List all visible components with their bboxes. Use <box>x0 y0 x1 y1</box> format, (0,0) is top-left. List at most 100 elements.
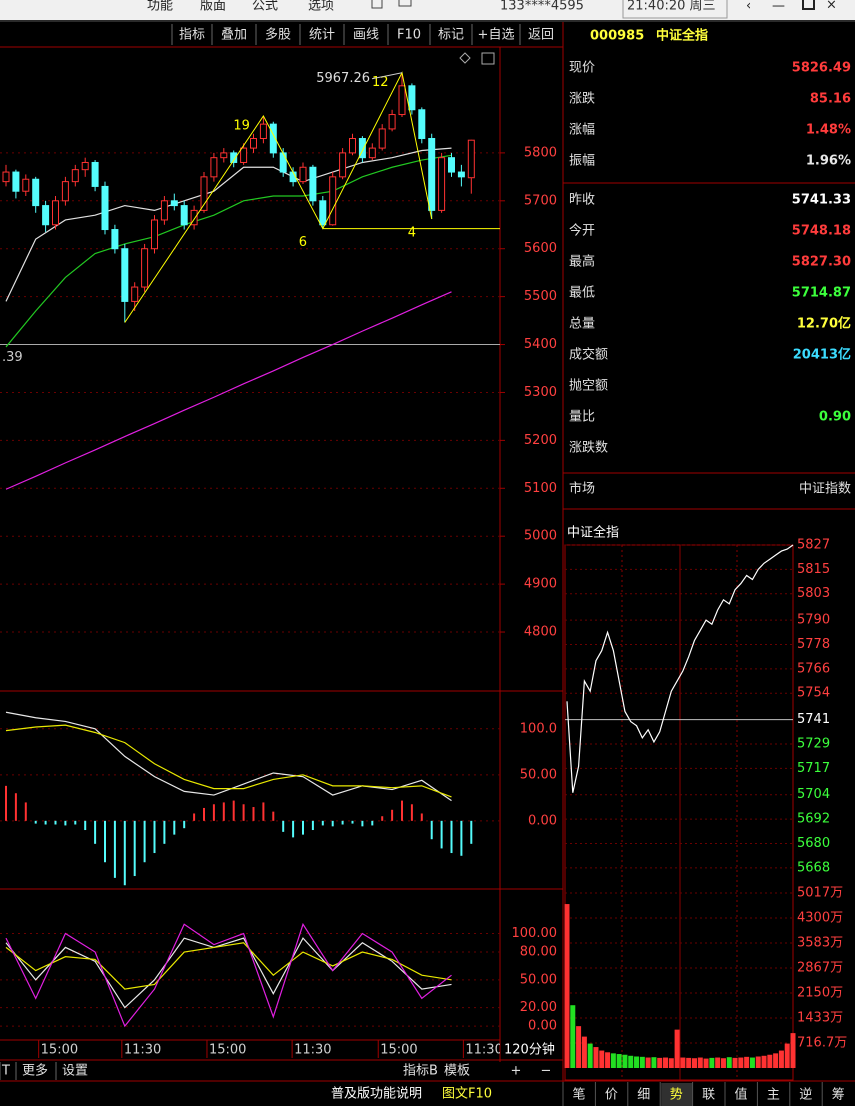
zoom-button[interactable]: + <box>511 1064 522 1079</box>
footer-button[interactable]: 设置 <box>62 1064 88 1079</box>
candle-body <box>121 248 129 302</box>
volume-bar <box>790 1033 796 1068</box>
candle-body <box>210 157 218 178</box>
toolbar-button[interactable]: 画线 <box>353 28 379 43</box>
y-tick-label: 5200 <box>524 433 557 448</box>
tab[interactable]: 联 <box>702 1088 715 1103</box>
volume-bar <box>599 1050 605 1068</box>
tab[interactable]: 筹 <box>832 1087 845 1103</box>
minimize-button[interactable]: — <box>772 0 785 14</box>
toolbar-button[interactable]: +自选 <box>478 28 515 43</box>
quote-value: 5826.49 <box>792 61 851 76</box>
market-value: 中证指数 <box>799 482 851 497</box>
volume-bar <box>576 1026 582 1068</box>
icon[interactable] <box>459 52 471 64</box>
candle-body <box>160 200 168 221</box>
moving-average <box>5 154 452 348</box>
zigzag-label: 12 <box>372 75 389 90</box>
quote-code: 000985 <box>590 29 644 44</box>
candle-body <box>388 114 396 130</box>
y-tick-label: 4300万 <box>797 911 843 926</box>
candle-body <box>180 205 188 226</box>
peak-label: 5967.26 <box>316 71 370 86</box>
quote-value: 5714.87 <box>792 286 851 301</box>
quote-label: 总量 <box>569 317 595 332</box>
toolbar-button[interactable]: 标记 <box>438 28 464 43</box>
maximize-button[interactable] <box>802 0 815 10</box>
x-tick-label: 11:30 <box>465 1043 502 1058</box>
tab[interactable]: 逆 <box>799 1087 812 1103</box>
volume-bar <box>570 1005 576 1068</box>
back-button[interactable]: ‹ <box>746 0 751 14</box>
y-tick-label: 5815 <box>797 562 830 577</box>
volume-bar <box>651 1057 657 1068</box>
toolbar-button[interactable]: 叠加 <box>221 28 247 43</box>
candle-body <box>111 229 119 250</box>
quote-label: 今开 <box>569 223 595 239</box>
tab[interactable]: 主 <box>767 1088 780 1103</box>
candle-body <box>259 123 267 140</box>
y-tick-label: 5754 <box>797 686 830 701</box>
y-tick-label: 20.00 <box>520 1000 557 1015</box>
market-label: 市场 <box>569 481 595 497</box>
y-tick-label: 4900 <box>524 577 557 592</box>
y-tick-label: 5300 <box>524 385 557 400</box>
menu-item[interactable]: 选项 <box>308 0 334 14</box>
period-button[interactable]: 120分钟 <box>504 1042 555 1058</box>
quote-label: 涨幅 <box>569 123 595 138</box>
toolbar-button[interactable]: 多股 <box>265 27 291 43</box>
toolbar-button[interactable]: 统计 <box>309 28 335 43</box>
candle-body <box>61 181 69 202</box>
tab[interactable]: 价 <box>605 1088 618 1103</box>
candle-body <box>358 138 366 159</box>
menu-item[interactable]: 版面 <box>200 0 226 14</box>
tab[interactable]: 笔 <box>572 1087 585 1103</box>
toolbar-button[interactable]: 返回 <box>528 28 554 43</box>
candle-body <box>81 161 89 171</box>
candle-body <box>250 138 257 149</box>
x-tick-label: 15:00 <box>41 1043 78 1058</box>
volume-bar <box>616 1054 622 1068</box>
volume-bar <box>645 1057 651 1068</box>
volume-bar <box>680 1057 686 1068</box>
quote-label: 最高 <box>569 254 595 270</box>
status-link[interactable]: 图文F10 <box>442 1087 492 1102</box>
y-tick-label: 0.00 <box>528 813 557 828</box>
tab[interactable]: 势 <box>670 1087 683 1103</box>
x-tick-label: 15:00 <box>380 1043 417 1058</box>
volume-bar <box>674 1029 680 1068</box>
y-tick-label: 5000 <box>524 529 557 544</box>
volume-bar <box>755 1056 761 1068</box>
y-tick-label: 5827 <box>797 538 830 553</box>
y-tick-label: 80.00 <box>520 945 557 960</box>
status-link[interactable]: 普及版功能说明 <box>331 1087 422 1102</box>
footer-button[interactable]: 更多 <box>22 1063 48 1079</box>
icon[interactable] <box>481 52 495 65</box>
volume-bar <box>657 1057 663 1068</box>
tab[interactable]: 值 <box>734 1087 747 1103</box>
volume-bar <box>610 1053 616 1068</box>
zoom-button[interactable]: − <box>541 1064 552 1079</box>
candle-body <box>339 152 347 178</box>
candle-body <box>200 176 208 211</box>
volume-bar <box>593 1047 599 1068</box>
close-button[interactable]: × <box>826 0 837 13</box>
y-tick-label: 5400 <box>524 337 557 352</box>
candle-body <box>448 157 455 173</box>
quote-value: 20413亿 <box>793 347 851 363</box>
y-tick-label: 100.0 <box>520 721 557 736</box>
toolbar-button[interactable]: 指标 <box>179 28 205 43</box>
candle-body <box>131 286 139 302</box>
toolbar-button[interactable]: F10 <box>397 28 421 43</box>
panel-button[interactable]: 指标B <box>403 1064 438 1079</box>
menu-item[interactable]: 公式 <box>252 0 278 14</box>
tab[interactable]: 细 <box>637 1088 650 1103</box>
footer-button[interactable]: T <box>1 1064 10 1079</box>
volume-bar <box>784 1043 790 1068</box>
panel-button[interactable]: 模板 <box>444 1064 470 1079</box>
volume-bar <box>767 1054 773 1068</box>
menu-item[interactable]: 功能 <box>147 0 173 14</box>
candle-body <box>398 85 406 116</box>
